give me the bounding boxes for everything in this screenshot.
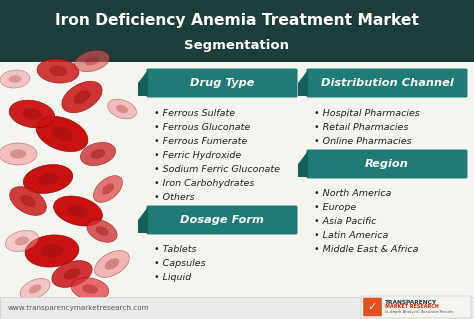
Text: • Ferrous Fumerate: • Ferrous Fumerate xyxy=(154,137,247,145)
Ellipse shape xyxy=(85,56,100,65)
Text: • Retail Pharmacies: • Retail Pharmacies xyxy=(314,122,409,131)
Text: ✓: ✓ xyxy=(368,302,377,312)
Text: • Online Pharmacies: • Online Pharmacies xyxy=(314,137,411,145)
Ellipse shape xyxy=(29,285,41,293)
Ellipse shape xyxy=(37,173,58,185)
Polygon shape xyxy=(298,70,308,96)
Ellipse shape xyxy=(37,59,79,83)
Text: • Latin America: • Latin America xyxy=(314,232,388,241)
Ellipse shape xyxy=(108,99,137,119)
Ellipse shape xyxy=(95,250,129,278)
Ellipse shape xyxy=(22,108,42,120)
Text: • Ferric Hydroxide: • Ferric Hydroxide xyxy=(154,151,241,160)
Polygon shape xyxy=(138,70,148,96)
Ellipse shape xyxy=(82,284,98,294)
Ellipse shape xyxy=(54,196,102,226)
Text: TRANSPARENCY: TRANSPARENCY xyxy=(385,300,437,305)
Ellipse shape xyxy=(73,90,91,104)
Ellipse shape xyxy=(15,237,29,245)
Ellipse shape xyxy=(20,278,50,300)
Text: • North America: • North America xyxy=(314,189,392,198)
Ellipse shape xyxy=(49,66,67,76)
FancyBboxPatch shape xyxy=(307,150,467,179)
Ellipse shape xyxy=(91,149,105,159)
FancyBboxPatch shape xyxy=(361,296,471,318)
Text: • Others: • Others xyxy=(154,192,195,202)
Ellipse shape xyxy=(87,220,117,242)
Ellipse shape xyxy=(0,143,37,165)
Ellipse shape xyxy=(23,165,73,193)
Text: • Iron Carbohydrates: • Iron Carbohydrates xyxy=(154,179,255,188)
Ellipse shape xyxy=(9,100,55,128)
Ellipse shape xyxy=(51,127,73,141)
Ellipse shape xyxy=(64,268,81,280)
Text: • Ferrous Gluconate: • Ferrous Gluconate xyxy=(154,122,250,131)
Text: In-depth Analysis. Accurate Results: In-depth Analysis. Accurate Results xyxy=(385,310,454,314)
Ellipse shape xyxy=(116,105,128,113)
Text: • Ferrous Sulfate: • Ferrous Sulfate xyxy=(154,108,235,117)
FancyBboxPatch shape xyxy=(146,69,298,98)
Text: Segmentation: Segmentation xyxy=(184,39,290,51)
Ellipse shape xyxy=(5,230,38,252)
Ellipse shape xyxy=(71,278,109,300)
Bar xyxy=(0,297,474,319)
Ellipse shape xyxy=(102,183,114,195)
Ellipse shape xyxy=(36,116,88,152)
Text: • Liquid: • Liquid xyxy=(154,273,191,283)
Ellipse shape xyxy=(10,149,26,159)
Text: www.transparencymarketresearch.com: www.transparencymarketresearch.com xyxy=(8,305,150,311)
Ellipse shape xyxy=(25,235,79,267)
Text: • Tablets: • Tablets xyxy=(154,246,197,255)
FancyBboxPatch shape xyxy=(146,205,298,234)
Polygon shape xyxy=(138,207,148,233)
Ellipse shape xyxy=(9,75,21,83)
Text: • Capsules: • Capsules xyxy=(154,259,206,269)
FancyBboxPatch shape xyxy=(363,298,382,316)
Ellipse shape xyxy=(41,244,64,258)
Text: • Europe: • Europe xyxy=(314,204,356,212)
Text: • Hospital Pharmacies: • Hospital Pharmacies xyxy=(314,108,420,117)
Text: • Sodium Ferric Gluconate: • Sodium Ferric Gluconate xyxy=(154,165,280,174)
Text: Dosage Form: Dosage Form xyxy=(180,215,264,225)
Text: • Middle East & Africa: • Middle East & Africa xyxy=(314,246,419,255)
Ellipse shape xyxy=(62,81,102,113)
Polygon shape xyxy=(298,151,308,177)
Ellipse shape xyxy=(0,70,30,88)
FancyBboxPatch shape xyxy=(307,69,467,98)
Ellipse shape xyxy=(20,195,36,207)
Ellipse shape xyxy=(74,50,109,72)
Ellipse shape xyxy=(52,261,92,287)
Text: Drug Type: Drug Type xyxy=(190,78,254,88)
Text: Region: Region xyxy=(365,159,409,169)
Ellipse shape xyxy=(81,142,116,166)
Bar xyxy=(0,0,474,62)
Text: • Asia Pacific: • Asia Pacific xyxy=(314,218,376,226)
Ellipse shape xyxy=(93,176,122,202)
Ellipse shape xyxy=(68,205,88,217)
Ellipse shape xyxy=(105,258,119,270)
Ellipse shape xyxy=(96,226,109,236)
Ellipse shape xyxy=(9,187,46,215)
Text: Iron Deficiency Anemia Treatment Market: Iron Deficiency Anemia Treatment Market xyxy=(55,12,419,27)
Text: Distribution Channel: Distribution Channel xyxy=(320,78,453,88)
Text: MARKET RESEARCH: MARKET RESEARCH xyxy=(385,305,439,309)
